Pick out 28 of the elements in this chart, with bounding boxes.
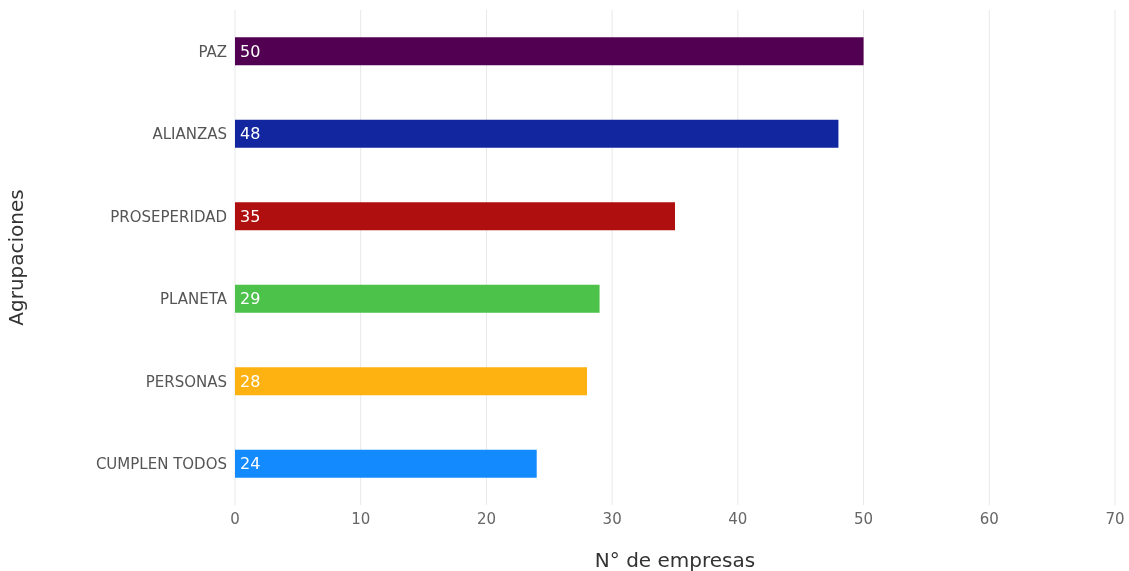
y-tick-label: PERSONAS <box>145 372 227 391</box>
x-tick-label: 30 <box>602 509 622 528</box>
x-tick-label: 20 <box>476 509 496 528</box>
data-label: 24 <box>240 454 261 474</box>
bar <box>235 367 587 396</box>
x-tick-label: 0 <box>230 509 240 528</box>
x-tick-label: 40 <box>728 509 748 528</box>
y-tick-label: ALIANZAS <box>152 125 227 144</box>
x-tick-label: 70 <box>1105 509 1125 528</box>
x-tick-label: 60 <box>979 509 999 528</box>
bar <box>235 202 675 231</box>
x-tick-label: 50 <box>854 509 874 528</box>
y-tick-label: PROSEPERIDAD <box>110 207 227 226</box>
x-tick-label: 10 <box>351 509 371 528</box>
bar <box>235 37 864 66</box>
data-label: 35 <box>240 206 261 226</box>
data-label: 29 <box>240 289 261 309</box>
x-axis-title: N° de empresas <box>594 548 756 571</box>
y-tick-label: CUMPLEN TODOS <box>95 455 227 474</box>
bar <box>235 449 537 478</box>
y-axis-title: Agrupaciones <box>4 189 29 326</box>
y-tick-label: PLANETA <box>160 290 228 309</box>
data-label: 50 <box>240 41 261 61</box>
data-label: 48 <box>240 124 261 144</box>
bar <box>235 119 839 148</box>
bar <box>235 284 600 313</box>
data-label: 28 <box>240 371 261 391</box>
y-tick-label: PAZ <box>198 42 227 61</box>
